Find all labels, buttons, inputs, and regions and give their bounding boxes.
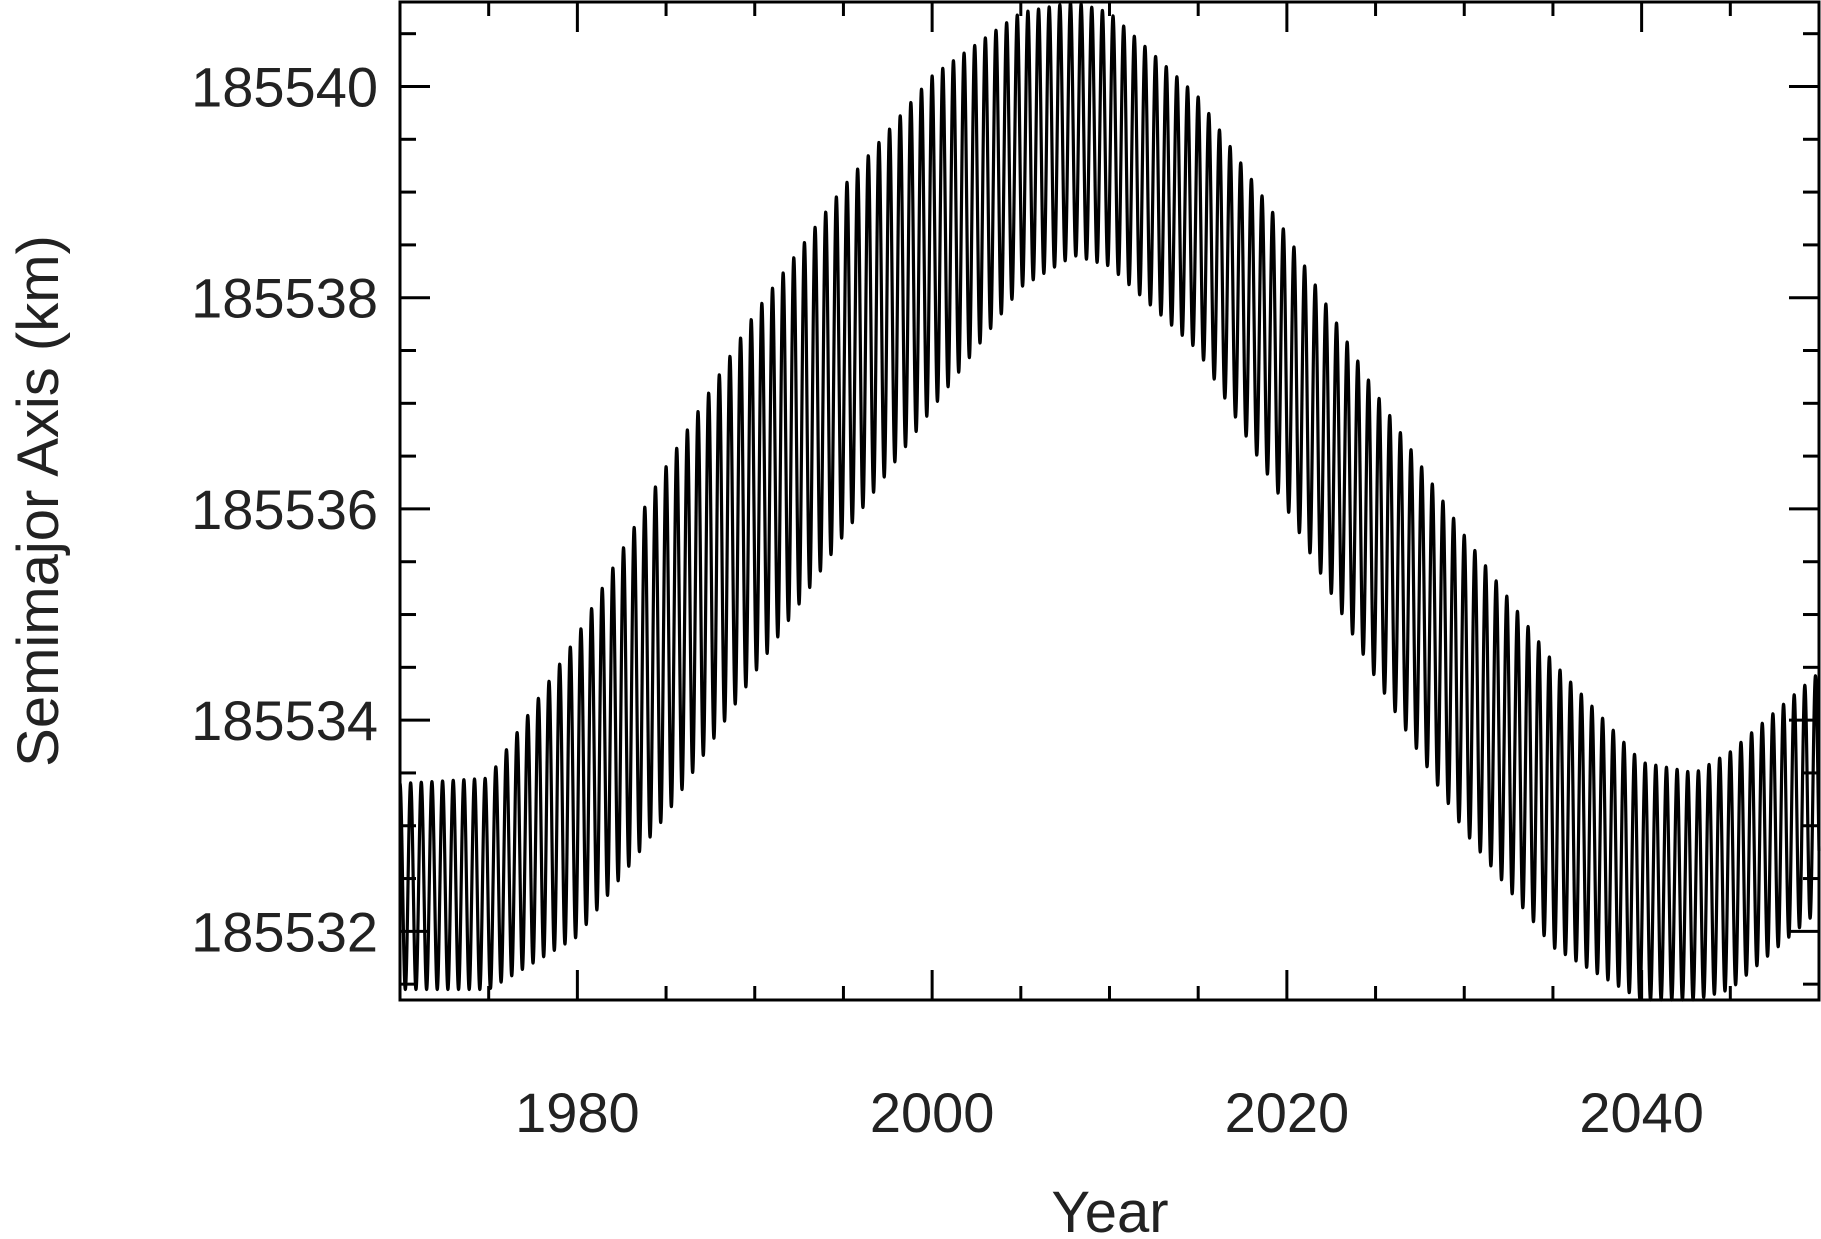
series-line [398, 1, 1821, 1002]
y-tick-label: 185532 [191, 900, 378, 963]
minor-ticks [400, 2, 1819, 1000]
y-tick-label: 185538 [191, 267, 378, 330]
y-tick-label: 185540 [191, 55, 378, 118]
x-tick-label: 1980 [515, 1081, 640, 1144]
x-tick-labels: 1980 2000 2020 2040 [515, 1081, 1704, 1144]
x-tick-label: 2020 [1225, 1081, 1350, 1144]
y-axis-title: Semimajor Axis (km) [6, 235, 71, 767]
x-tick-label: 2040 [1579, 1081, 1704, 1144]
y-tick-label: 185534 [191, 689, 378, 752]
y-tick-labels: 185532 185534 185536 185538 185540 [191, 55, 378, 963]
x-axis-title: Year [1051, 1180, 1168, 1239]
y-tick-label: 185536 [191, 478, 378, 541]
x-tick-label: 2000 [870, 1081, 995, 1144]
